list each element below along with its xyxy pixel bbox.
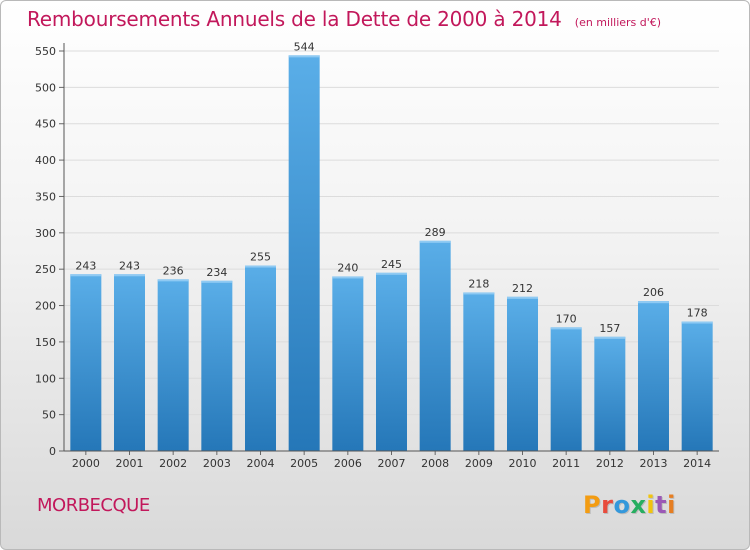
x-tick-label: 2002 xyxy=(159,457,187,470)
bar xyxy=(507,296,538,451)
brand-logo-letter: i xyxy=(646,491,656,519)
bar xyxy=(638,301,669,451)
x-tick-label: 2003 xyxy=(203,457,231,470)
bar xyxy=(157,279,189,451)
data-label: 245 xyxy=(381,258,402,271)
x-tick-label: 2004 xyxy=(247,457,275,470)
y-tick-label: 350 xyxy=(35,190,56,203)
data-label: 240 xyxy=(337,261,358,274)
bar-highlight xyxy=(507,296,538,299)
bar xyxy=(332,276,364,451)
y-tick-label: 0 xyxy=(49,445,56,458)
bar xyxy=(245,265,276,451)
x-tick-label: 2012 xyxy=(596,457,624,470)
bar-highlight xyxy=(332,276,364,279)
y-tick-label: 400 xyxy=(35,154,56,167)
bar xyxy=(594,336,626,451)
bar xyxy=(70,274,102,451)
bar-highlight xyxy=(157,279,189,282)
data-label: 255 xyxy=(250,251,271,264)
data-label: 170 xyxy=(556,312,577,325)
bar xyxy=(463,292,495,451)
x-tick-label: 2006 xyxy=(334,457,362,470)
x-tick-label: 2007 xyxy=(378,457,406,470)
brand-logo-letter: x xyxy=(630,491,647,519)
data-label: 234 xyxy=(206,266,227,279)
bar-highlight xyxy=(288,55,320,58)
bar-highlight xyxy=(638,301,669,304)
y-tick-label: 250 xyxy=(35,263,56,276)
x-tick-label: 2001 xyxy=(116,457,144,470)
x-tick-label: 2005 xyxy=(290,457,318,470)
brand-logo: Proxiti xyxy=(583,491,676,519)
brand-logo-letter: P xyxy=(583,491,602,519)
y-tick-label: 50 xyxy=(42,409,56,422)
data-label: 236 xyxy=(163,264,184,277)
bar-highlight xyxy=(245,265,276,268)
data-label: 206 xyxy=(643,286,664,299)
bar-highlight xyxy=(70,274,102,277)
bar xyxy=(201,280,233,451)
bar-highlight xyxy=(681,321,713,324)
bar xyxy=(550,327,582,451)
bar-highlight xyxy=(114,274,145,277)
y-tick-label: 450 xyxy=(35,118,56,131)
bar-highlight xyxy=(594,336,626,339)
chart-unit-label: (en milliers d'€) xyxy=(574,16,662,29)
y-tick-label: 200 xyxy=(35,300,56,313)
bar-highlight xyxy=(376,272,407,275)
brand-logo-letter: t xyxy=(655,491,668,519)
data-label: 243 xyxy=(75,259,96,272)
bar-highlight xyxy=(419,240,451,243)
chart-title: Remboursements Annuels de la Dette de 20… xyxy=(27,7,562,31)
bar xyxy=(114,274,145,451)
x-tick-label: 2014 xyxy=(683,457,711,470)
brand-logo-letter: i xyxy=(667,491,676,519)
title-row: Remboursements Annuels de la Dette de 20… xyxy=(27,7,661,31)
data-label: 157 xyxy=(599,322,620,335)
city-name: MORBECQUE xyxy=(37,495,150,516)
data-label: 212 xyxy=(512,282,533,295)
bar xyxy=(681,321,713,451)
x-tick-label: 2009 xyxy=(465,457,493,470)
bar-highlight xyxy=(201,280,233,283)
x-tick-label: 2010 xyxy=(509,457,537,470)
bar xyxy=(288,55,320,451)
bar xyxy=(419,240,451,451)
data-label: 218 xyxy=(468,277,489,290)
data-label: 544 xyxy=(294,40,315,53)
x-tick-label: 2008 xyxy=(421,457,449,470)
x-tick-label: 2011 xyxy=(552,457,580,470)
y-tick-label: 100 xyxy=(35,372,56,385)
brand-logo-letter: r xyxy=(601,491,614,519)
bar-highlight xyxy=(550,327,582,330)
x-tick-label: 2000 xyxy=(72,457,100,470)
x-tick-label: 2013 xyxy=(640,457,668,470)
y-tick-label: 150 xyxy=(35,336,56,349)
y-tick-label: 550 xyxy=(35,45,56,58)
data-label: 289 xyxy=(425,226,446,239)
bar xyxy=(376,272,407,451)
brand-logo-letter: o xyxy=(613,491,631,519)
data-label: 178 xyxy=(687,307,708,320)
bar-highlight xyxy=(463,292,495,295)
y-tick-label: 300 xyxy=(35,227,56,240)
data-label: 243 xyxy=(119,259,140,272)
y-tick-label: 500 xyxy=(35,81,56,94)
